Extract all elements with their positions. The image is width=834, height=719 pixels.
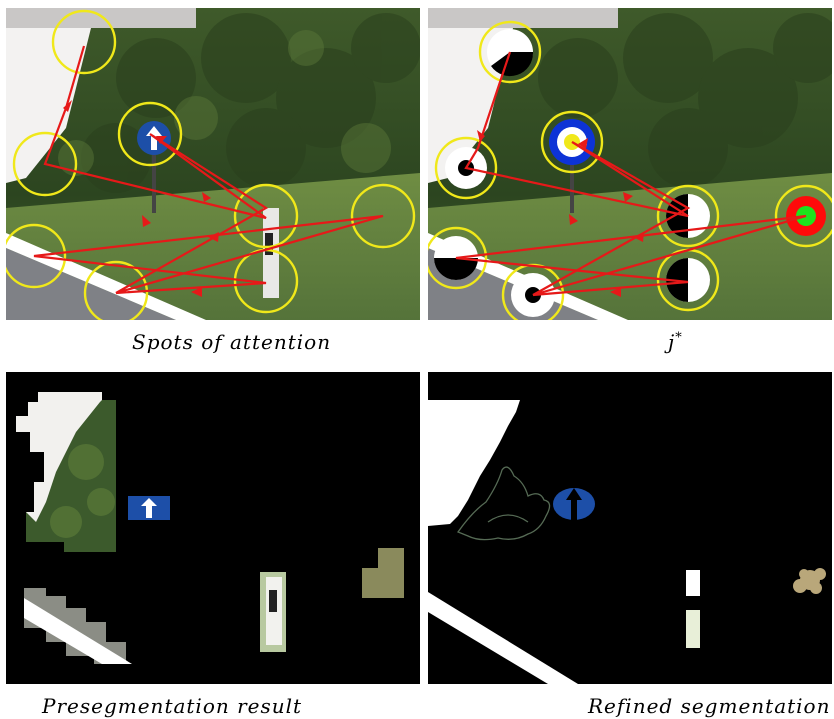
scene-image-jstar [428, 8, 832, 320]
refined-segmentation-image [428, 372, 832, 684]
caption-j-star-sup: * [675, 330, 683, 346]
caption-spots-of-attention: Spots of attention [132, 330, 332, 354]
presegmentation-image [6, 372, 420, 684]
tree-outline [456, 466, 551, 541]
panel-spots-of-attention [6, 8, 420, 320]
grass-patch [793, 568, 826, 594]
caption-j-star-text: j* [668, 330, 683, 354]
caption-j-star: j* [668, 330, 683, 354]
caption-refined-segmentation: Refined segmentation [588, 694, 831, 718]
scanpath [33, 45, 384, 295]
panel-presegmentation [6, 372, 420, 684]
scene-image-attention [6, 8, 420, 320]
caption-presegmentation: Presegmentation result [42, 694, 303, 718]
panel-refined-segmentation [428, 372, 832, 684]
panel-j-star [428, 8, 832, 320]
